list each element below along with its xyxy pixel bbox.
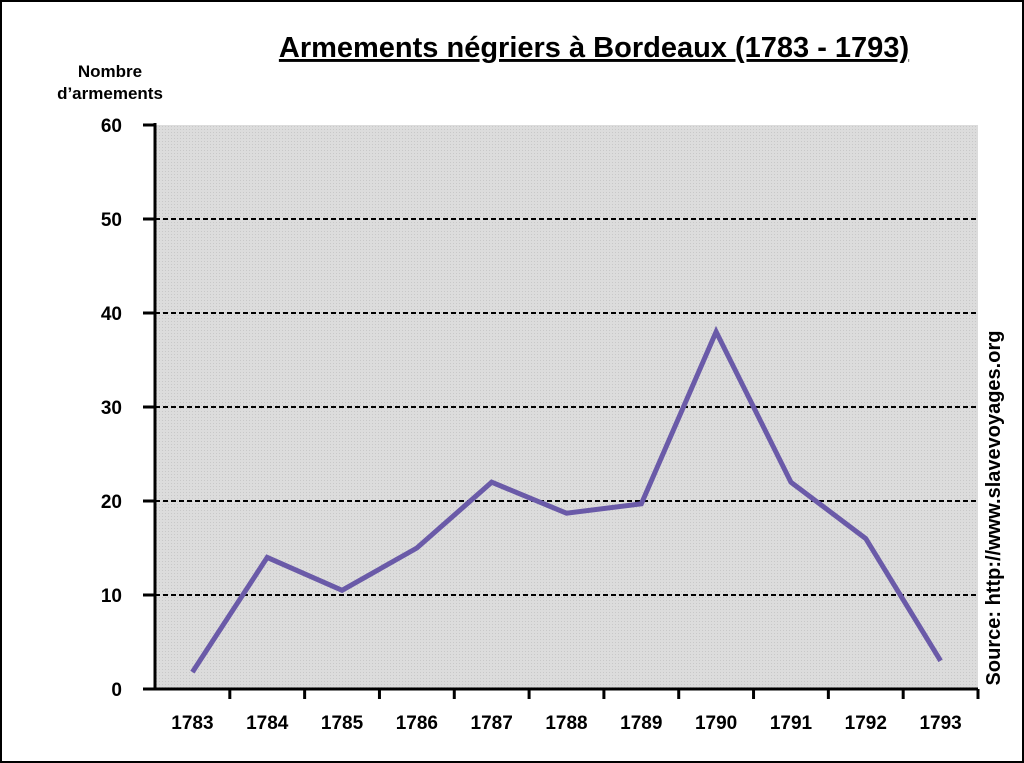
x-tick-label: 1789 xyxy=(620,713,662,734)
y-tick-label: 30 xyxy=(101,398,122,419)
x-tick-label: 1784 xyxy=(246,713,289,734)
y-tick-label: 10 xyxy=(101,586,122,607)
y-tick-label: 60 xyxy=(101,116,122,137)
x-tick-label: 1783 xyxy=(171,713,213,734)
y-tick-label: 50 xyxy=(101,210,122,231)
x-tick-label: 1786 xyxy=(396,713,438,734)
x-tick-label: 1791 xyxy=(770,713,813,734)
source: Source: http://www.slavevoyages.org xyxy=(983,331,1005,686)
x-tick-label: 1793 xyxy=(919,713,961,734)
line xyxy=(190,325,943,674)
y-tick-label: 20 xyxy=(101,492,122,513)
x-tick-label: 1788 xyxy=(545,713,587,734)
y-label: d’armements xyxy=(57,84,163,103)
chart-title: Armements négriers à Bordeaux (1783 - 17… xyxy=(279,32,909,64)
x-tick-label: 1790 xyxy=(695,713,737,734)
y-label: Nombre xyxy=(78,62,142,81)
x-tick-label: 1792 xyxy=(845,713,887,734)
x-tick-label: 1787 xyxy=(471,713,513,734)
x-tick-label: 1785 xyxy=(321,713,364,734)
y-tick-label: 40 xyxy=(101,304,122,325)
y-tick-label: 0 xyxy=(111,680,122,701)
